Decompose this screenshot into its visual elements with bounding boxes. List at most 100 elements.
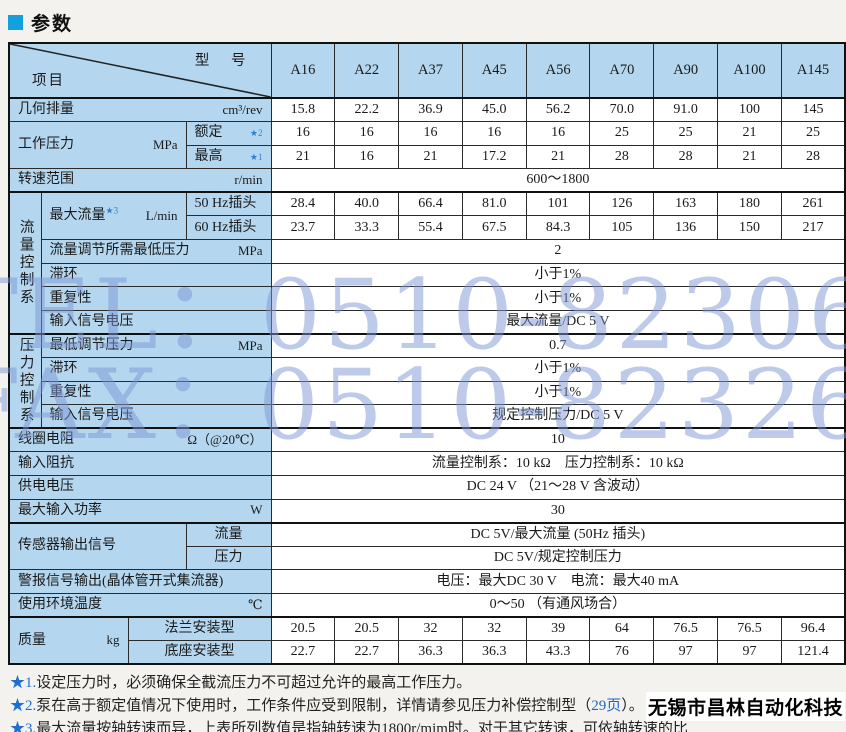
data-cell: 43.3 [525, 640, 591, 665]
data-cell: 21 [717, 121, 782, 146]
header-model-label: 型 号 [194, 53, 255, 69]
unit-label: MPa [237, 337, 263, 353]
footnote-2-marker: ★2. [10, 698, 37, 715]
data-cell: 28.4 [270, 191, 336, 217]
row-label-flow-repeatability: 重复性 [40, 286, 272, 311]
footnote-1-marker: ★1. [10, 675, 37, 692]
data-cell: 96.4 [780, 616, 846, 642]
footnote-star-3: ★3 [105, 205, 119, 216]
row-label-flow-min-pressure: 流量调节所需最低压力 MPa [40, 239, 272, 264]
footnote-3: ★3.最大流量按轴转速而异，上表所列数值是指轴转速为1800r/mim时。对于其… [10, 718, 846, 732]
row-label-flow-input-signal: 输入信号电压 [40, 309, 272, 335]
data-cell: 76 [589, 640, 655, 665]
row-label-working-pressure: 工作压力 MPa [8, 121, 187, 170]
data-cell-merged: 30 [270, 498, 846, 524]
sub-label-50hz: 50 Hz插头 [185, 191, 272, 217]
data-cell: 76.5 [717, 616, 782, 642]
data-cell: 97 [717, 640, 782, 665]
sub-label-flange-mount: 法兰安装型 [127, 616, 272, 642]
column-header-a56: A56 [525, 42, 591, 99]
row-label-alarm-output: 警报信号输出(晶体管开式集流器) [8, 569, 272, 594]
data-cell: 28 [780, 144, 846, 170]
row-alarm-output: 警报信号输出(晶体管开式集流器) 电压：最大DC 30 V 电流：最大40 mA [8, 569, 846, 594]
data-cell: 39 [525, 616, 591, 642]
data-cell: 21 [717, 144, 782, 170]
data-cell-merged: DC 24 V （21～28 V 含波动） [270, 475, 846, 500]
data-cell: 20.5 [270, 616, 336, 642]
row-label-pressure-repeatability: 重复性 [40, 380, 272, 406]
data-cell: 261 [780, 191, 846, 217]
row-label-speed-range: 转速范围 r/min [8, 168, 272, 194]
header-item-label: 项目 [32, 73, 65, 90]
data-cell: 16 [270, 121, 336, 146]
data-cell-merged: 0.7 [270, 332, 846, 359]
spec-table: 型 号 项目 A16 A22 A37 A45 A56 A70 A90 A100 … [8, 42, 846, 666]
unit-label: cm³/rev [222, 101, 263, 117]
unit-label: MPa [152, 136, 178, 152]
column-header-a145: A145 [780, 42, 846, 99]
data-cell: 25 [589, 121, 655, 146]
data-cell: 32 [461, 616, 527, 642]
data-cell: 100 [717, 97, 782, 123]
row-flow-input-signal: 输入信号电压 最大流量/DC 5 V [9, 309, 846, 335]
row-pressure-repeatability: 重复性 小于1% [9, 380, 846, 406]
data-cell: 105 [589, 215, 655, 241]
data-cell-merged: 小于1% [270, 380, 846, 406]
table-header-row: 型 号 项目 A16 A22 A37 A45 A56 A70 A90 A100 … [8, 42, 846, 99]
data-cell-merged: 流量控制系：10 kΩ 压力控制系：10 kΩ [270, 451, 846, 476]
unit-label: Ω（@20℃） [187, 431, 263, 447]
data-cell: 28 [589, 144, 655, 170]
data-cell-merged: DC 5V/最大流量 (50Hz 插头) [270, 521, 846, 547]
data-cell: 22.7 [270, 640, 336, 665]
data-cell: 21 [398, 144, 463, 170]
footnote-1: ★1.设定压力时，必须确保全截流压力不可超过允许的最高工作压力。 [10, 672, 846, 695]
column-header-a37: A37 [398, 42, 463, 99]
sub-label-60hz: 60 Hz插头 [185, 215, 272, 241]
row-flow-repeatability: 重复性 小于1% [9, 286, 846, 311]
data-cell: 217 [780, 215, 846, 241]
data-cell: 21 [270, 144, 336, 170]
data-cell-merged: 规定控制压力/DC 5 V [270, 404, 846, 430]
row-label-ambient-temp: 使用环境温度 ℃ [8, 592, 272, 619]
data-cell: 36.3 [461, 640, 527, 665]
row-label-pressure-min-adjust: 最低调节压力 MPa [40, 332, 272, 359]
row-label-flow-hysteresis: 滞环 [40, 262, 272, 288]
column-header-a22: A22 [334, 42, 400, 99]
row-label-pressure-input-signal: 输入信号电压 [40, 404, 272, 430]
data-cell: 76.5 [653, 616, 719, 642]
page-29-link[interactable]: 29页 [591, 698, 622, 715]
row-label-coil-resistance: 线圈电阻 Ω（@20℃） [8, 427, 272, 453]
data-cell: 150 [717, 215, 782, 241]
row-maxflow-50hz: 流量控制系 最大流量★3 L/min 50 Hz插头 28.4 40.0 66.4… [8, 191, 846, 335]
column-header-a90: A90 [653, 42, 719, 99]
data-cell: 25 [780, 121, 846, 146]
row-label-max-input-power: 最大输入功率 W [8, 498, 272, 524]
data-cell: 33.3 [334, 215, 400, 241]
data-cell: 22.2 [334, 97, 400, 123]
diagonal-header-cell: 型 号 项目 [8, 42, 272, 99]
unit-label: MPa [237, 242, 263, 258]
row-label-max-flow: 最大流量★3 L/min [40, 191, 187, 241]
footnote-3-marker: ★3. [10, 721, 37, 732]
footnote-2-text-post: ）。 [621, 698, 644, 715]
data-cell: 101 [525, 191, 591, 217]
sub-label-rated: 额定 ★2 [185, 121, 272, 146]
data-cell: 67.5 [461, 215, 527, 241]
column-header-a16: A16 [270, 42, 336, 99]
data-cell: 121.4 [780, 640, 846, 665]
data-cell: 40.0 [334, 191, 400, 217]
row-pressure-input-signal: 输入信号电压 规定控制压力/DC 5 V [9, 404, 846, 430]
footnotes: ★1.设定压力时，必须确保全截流压力不可超过允许的最高工作压力。 ★2.泵在高于… [10, 672, 846, 732]
column-header-a45: A45 [461, 42, 527, 99]
row-coil-resistance: 线圈电阻 Ω（@20℃） 10 [8, 427, 846, 453]
data-cell: 97 [653, 640, 719, 665]
row-flow-hysteresis: 滞环 小于1% [9, 262, 846, 288]
column-header-a70: A70 [589, 42, 655, 99]
data-cell-merged: 2 [270, 239, 846, 264]
row-label-pressure-hysteresis: 滞环 [40, 357, 272, 382]
row-sensor-flow: 传感器输出信号 流量 DC 5V/最大流量 (50Hz 插头) [8, 521, 846, 571]
data-cell: 81.0 [461, 191, 527, 217]
title-square-icon [8, 15, 23, 30]
footnote-3-text: 最大流量按轴转速而异，上表所列数值是指轴转速为1800r/mim时。对于其它转速… [36, 721, 688, 732]
